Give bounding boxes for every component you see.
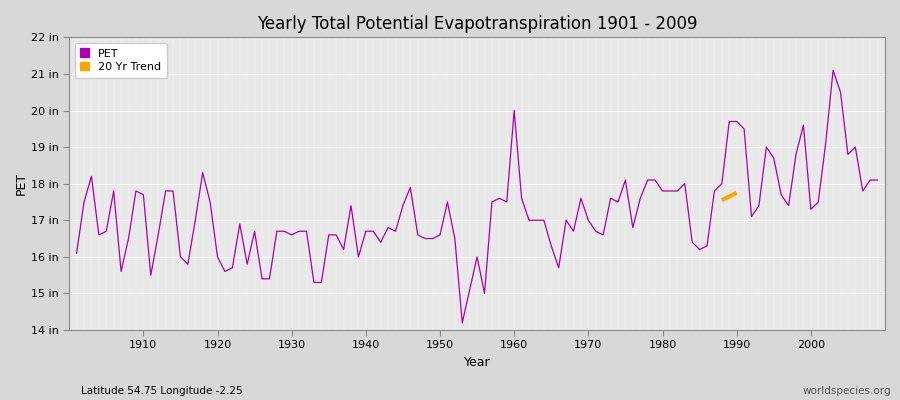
Legend: PET, 20 Yr Trend: PET, 20 Yr Trend bbox=[75, 43, 166, 78]
X-axis label: Year: Year bbox=[464, 356, 490, 369]
Text: worldspecies.org: worldspecies.org bbox=[803, 386, 891, 396]
Y-axis label: PET: PET bbox=[15, 172, 28, 195]
Text: Latitude 54.75 Longitude -2.25: Latitude 54.75 Longitude -2.25 bbox=[81, 386, 243, 396]
Title: Yearly Total Potential Evapotranspiration 1901 - 2009: Yearly Total Potential Evapotranspiratio… bbox=[256, 15, 698, 33]
